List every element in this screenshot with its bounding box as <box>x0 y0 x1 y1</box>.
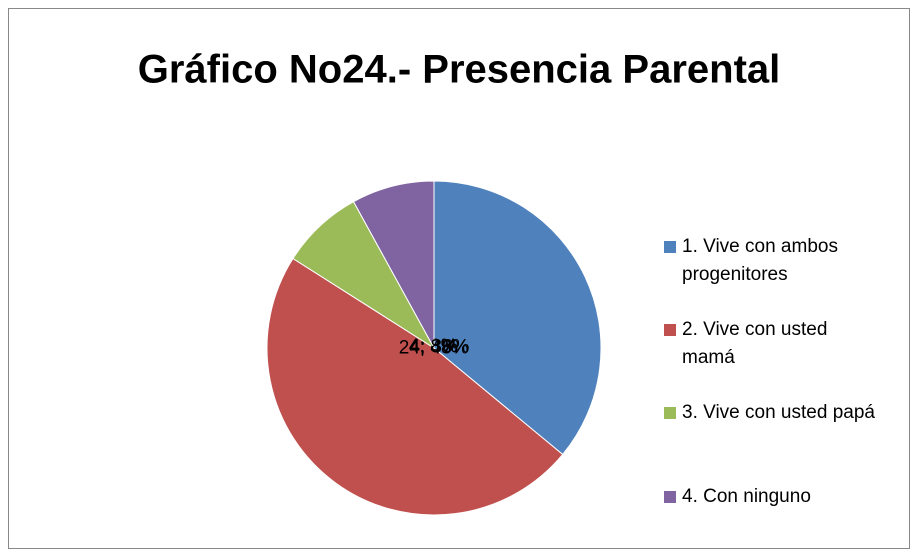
legend-label: 1. Vive con ambos progenitores <box>682 236 838 285</box>
legend-label: 4. Con ninguno <box>682 486 811 507</box>
legend-swatch <box>664 324 676 336</box>
legend-label: 3. Vive con usted papá <box>682 402 875 423</box>
pie-slice <box>352 180 435 349</box>
legend-swatch <box>664 491 676 503</box>
legend-item: 3. Vive con usted papá <box>664 399 884 427</box>
legend-swatch <box>664 407 676 419</box>
legend-label: 2. Vive con usted mamá <box>682 319 828 368</box>
legend-item: 4. Con ninguno <box>664 483 884 511</box>
data-label: 4; 8% <box>410 336 459 357</box>
legend-item: 1. Vive con ambos progenitores <box>664 233 884 289</box>
pie-slice <box>433 180 602 456</box>
legend-swatch <box>664 241 676 253</box>
pie-slice <box>266 257 564 516</box>
legend-item: 2. Vive con usted mamá <box>664 316 884 372</box>
chart-title: Gráfico No24.- Presencia Parental <box>138 48 781 92</box>
